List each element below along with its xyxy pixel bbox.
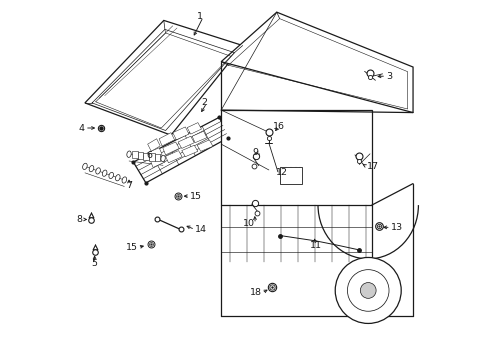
- Polygon shape: [163, 142, 179, 155]
- Ellipse shape: [96, 168, 100, 174]
- Text: 3: 3: [386, 72, 391, 81]
- Circle shape: [335, 257, 400, 323]
- Text: 13: 13: [390, 223, 402, 232]
- Polygon shape: [147, 148, 162, 160]
- Bar: [132, 151, 137, 158]
- FancyBboxPatch shape: [279, 167, 301, 184]
- Text: 15: 15: [125, 243, 137, 252]
- Text: 7: 7: [126, 181, 132, 190]
- Text: 5: 5: [91, 259, 98, 268]
- Polygon shape: [150, 156, 164, 167]
- Polygon shape: [221, 110, 371, 205]
- Text: 1: 1: [197, 12, 203, 21]
- Text: 15: 15: [190, 192, 202, 201]
- Text: 4: 4: [79, 123, 85, 132]
- Ellipse shape: [89, 166, 94, 172]
- Text: 10: 10: [243, 219, 255, 228]
- Ellipse shape: [109, 172, 113, 179]
- Polygon shape: [172, 127, 188, 140]
- Polygon shape: [197, 140, 212, 151]
- Bar: [137, 152, 143, 159]
- Ellipse shape: [102, 170, 107, 176]
- Text: 18: 18: [249, 288, 261, 297]
- Ellipse shape: [122, 177, 126, 183]
- Bar: [143, 153, 149, 160]
- Polygon shape: [85, 21, 242, 135]
- Polygon shape: [187, 123, 201, 134]
- Polygon shape: [221, 12, 412, 113]
- Text: 12: 12: [276, 168, 287, 177]
- Text: 6: 6: [146, 151, 152, 160]
- Text: 14: 14: [195, 225, 206, 234]
- Ellipse shape: [126, 151, 131, 157]
- Polygon shape: [159, 133, 174, 146]
- Text: 8: 8: [76, 215, 82, 224]
- Text: 2: 2: [201, 98, 206, 107]
- Circle shape: [346, 270, 388, 311]
- Polygon shape: [165, 150, 182, 163]
- Text: 11: 11: [309, 241, 322, 250]
- Circle shape: [360, 283, 375, 298]
- Polygon shape: [182, 145, 198, 157]
- Polygon shape: [192, 131, 206, 143]
- Ellipse shape: [115, 175, 120, 181]
- Bar: [148, 153, 154, 161]
- Text: 17: 17: [366, 162, 378, 171]
- Polygon shape: [133, 117, 228, 183]
- Bar: [154, 154, 160, 161]
- Text: 9: 9: [252, 148, 258, 157]
- Polygon shape: [178, 136, 194, 148]
- Ellipse shape: [161, 155, 165, 162]
- Polygon shape: [147, 139, 160, 151]
- Ellipse shape: [82, 163, 87, 170]
- Text: 16: 16: [272, 122, 284, 131]
